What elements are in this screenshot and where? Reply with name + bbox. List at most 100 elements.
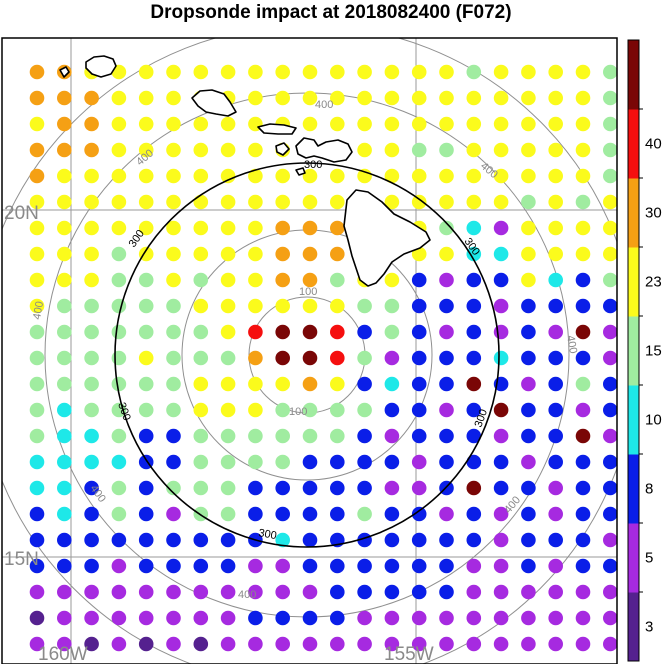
impact-dot (603, 558, 617, 574)
impact-dot (248, 324, 263, 340)
impact-dot (138, 194, 154, 210)
impact-dot (439, 532, 454, 548)
impact-dot (466, 376, 482, 392)
map-frame (1, 37, 618, 664)
impact-dot (138, 636, 154, 652)
impact-dot (193, 532, 209, 548)
impact-dot (166, 480, 181, 496)
impact-dot (193, 272, 209, 288)
impact-dot (603, 584, 617, 600)
impact-dot (275, 636, 291, 652)
lon-label-155w: 155W (384, 644, 434, 664)
impact-dot (302, 324, 318, 340)
impact-dot (466, 64, 482, 80)
impact-dot (603, 350, 617, 366)
impact-dot (29, 532, 45, 548)
impact-dot (493, 532, 509, 548)
ring-label-300-top: 300 (304, 159, 322, 171)
impact-dot (57, 506, 72, 522)
impact-dot (521, 64, 536, 80)
impact-dot (575, 480, 591, 496)
impact-dot (111, 168, 127, 184)
impact-dot (29, 298, 45, 314)
impact-dot (411, 532, 427, 548)
impact-dot (330, 350, 345, 366)
impact-dot (220, 220, 236, 236)
impact-dot (29, 454, 45, 470)
impact-dot (302, 454, 318, 470)
impact-dot (603, 376, 617, 392)
impact-dot (29, 324, 45, 340)
impact-dot (166, 610, 181, 626)
impact-dot (466, 506, 482, 522)
impact-dot (111, 298, 127, 314)
impact-dot (248, 298, 263, 314)
impact-dot (548, 480, 563, 496)
impact-dot (166, 558, 181, 574)
impact-dot (466, 168, 482, 184)
impact-dot (193, 428, 209, 444)
impact-dot (439, 272, 454, 288)
impact-dot (575, 376, 591, 392)
impact-dot (330, 428, 345, 444)
impact-dot (521, 298, 536, 314)
impact-dot (111, 272, 127, 288)
impact-dot (548, 558, 563, 574)
impact-dot (302, 532, 318, 548)
impact-dot (193, 558, 209, 574)
impact-dot (493, 610, 509, 626)
impact-dot (493, 584, 509, 600)
impact-dot (193, 324, 209, 340)
impact-dot (29, 246, 45, 262)
impact-dot (111, 350, 127, 366)
impact-dot (220, 402, 236, 418)
impact-dot (275, 220, 291, 236)
impact-dot (439, 324, 454, 340)
impact-dot (166, 298, 181, 314)
impact-dot (193, 142, 209, 158)
impact-dot (603, 454, 617, 470)
impact-dot (166, 350, 181, 366)
impact-dot (439, 402, 454, 418)
impact-dot (384, 64, 400, 80)
impact-dot (548, 428, 563, 444)
impact-dot (330, 506, 345, 522)
impact-dot (603, 272, 617, 288)
impact-dot (521, 272, 536, 288)
impact-dot (493, 168, 509, 184)
impact-dot (493, 350, 509, 366)
impact-dot (275, 532, 291, 548)
impact-dot (57, 246, 72, 262)
island-kahoolawe (295, 167, 306, 176)
impact-dot (275, 168, 291, 184)
impact-dot (493, 272, 509, 288)
impact-dot (84, 116, 99, 132)
impact-dot (302, 64, 318, 80)
impact-dot (138, 480, 154, 496)
impact-dot (575, 116, 591, 132)
impact-dot (548, 636, 563, 652)
impact-dot (138, 610, 154, 626)
impact-dot (166, 194, 181, 210)
impact-dot (220, 350, 236, 366)
impact-dot (84, 194, 99, 210)
impact-dot (193, 636, 209, 652)
impact-dot (466, 116, 482, 132)
impact-dot (384, 142, 400, 158)
impact-dot (439, 376, 454, 392)
impact-dot (357, 350, 372, 366)
impact-dot (29, 584, 45, 600)
impact-dot (57, 532, 72, 548)
impact-dot (548, 194, 563, 210)
impact-dot (193, 376, 209, 392)
impact-dot (302, 636, 318, 652)
impact-dot (193, 64, 209, 80)
impact-dot (384, 532, 400, 548)
impact-dot (603, 64, 617, 80)
impact-dot (84, 350, 99, 366)
impact-dot (248, 636, 263, 652)
impact-dot (575, 350, 591, 366)
impact-dot (57, 558, 72, 574)
impact-dot (275, 584, 291, 600)
impact-dot (575, 142, 591, 158)
